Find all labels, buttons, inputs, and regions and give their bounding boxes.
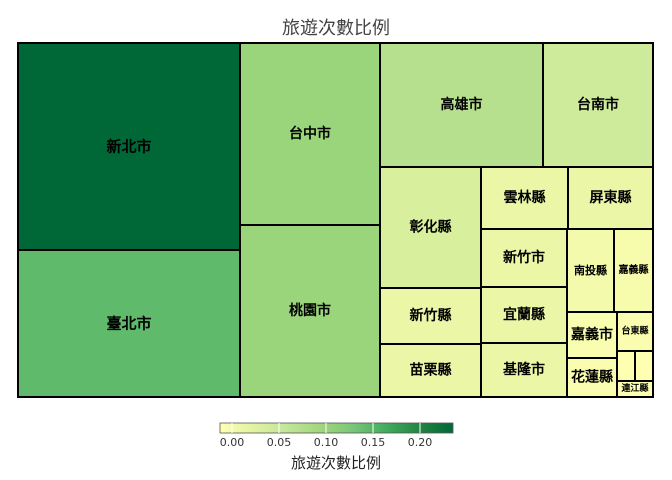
treemap-tile: 嘉義市 xyxy=(566,311,618,359)
treemap-tile: 宜蘭縣 xyxy=(480,286,568,344)
treemap-tile: 花蓮縣 xyxy=(566,357,618,398)
tile-rect xyxy=(566,228,615,313)
tile-label: 桃園市 xyxy=(289,302,331,319)
legend-tick-label: 0.05 xyxy=(267,436,292,449)
treemap-tile: 屏東縣 xyxy=(567,166,654,230)
tile-rect xyxy=(634,350,654,382)
treemap-tile: 新竹縣 xyxy=(379,287,482,345)
tile-label: 台東縣 xyxy=(621,325,648,337)
legend-tick-label: 0.20 xyxy=(408,436,433,449)
tile-rect xyxy=(379,166,482,289)
legend-title: 旅遊次數比例 xyxy=(290,454,381,472)
tile-label: 彰化縣 xyxy=(410,219,452,236)
treemap-tile xyxy=(616,350,636,382)
tile-label: 雲林縣 xyxy=(504,189,546,206)
treemap-border xyxy=(17,42,654,398)
tile-label: 宜蘭縣 xyxy=(503,306,545,323)
tile-rect xyxy=(616,311,654,352)
tile-label: 臺北市 xyxy=(106,315,151,333)
tile-label: 新竹縣 xyxy=(410,307,452,324)
legend-tick-label: 0.10 xyxy=(314,436,339,449)
treemap-tile: 苗栗縣 xyxy=(379,343,482,398)
legend-tick-label: 0.00 xyxy=(220,436,245,449)
tile-rect xyxy=(480,342,568,398)
legend-color-bar xyxy=(219,422,454,434)
tile-rect xyxy=(379,343,482,398)
treemap-tile: 臺北市 xyxy=(17,249,241,398)
tile-label: 花蓮縣 xyxy=(571,369,613,386)
tile-label: 新竹市 xyxy=(503,249,545,266)
tile-label: 連江縣 xyxy=(621,382,648,394)
treemap-tile: 高雄市 xyxy=(379,42,544,168)
tile-rect xyxy=(542,42,654,168)
treemap-tile xyxy=(634,350,654,382)
tile-label: 南投縣 xyxy=(574,263,607,277)
treemap-tile: 嘉義縣 xyxy=(613,228,654,313)
treemap-tile: 基隆市 xyxy=(480,342,568,398)
tile-label: 基隆市 xyxy=(503,361,545,378)
legend-tick-label: 0.15 xyxy=(361,436,386,449)
treemap-tile: 雲林縣 xyxy=(480,166,569,230)
tile-rect xyxy=(616,350,636,382)
treemap-tile: 台東縣 xyxy=(616,311,654,352)
tile-label: 台南市 xyxy=(577,96,619,113)
tile-label: 新北市 xyxy=(106,138,151,156)
treemap-tile: 台中市 xyxy=(239,42,381,226)
chart-title: 旅遊次數比例 xyxy=(282,18,390,39)
tile-label: 高雄市 xyxy=(441,96,483,113)
treemap-tile: 桃園市 xyxy=(239,224,381,398)
tile-label: 嘉義縣 xyxy=(618,263,649,276)
tile-rect xyxy=(379,287,482,345)
tile-label: 苗栗縣 xyxy=(410,362,452,379)
tile-rect xyxy=(566,357,618,398)
treemap-tile: 新竹市 xyxy=(480,228,568,288)
treemap-tile: 連江縣 xyxy=(616,380,654,398)
tile-label: 嘉義市 xyxy=(570,326,613,343)
treemap-tile: 南投縣 xyxy=(566,228,615,313)
treemap-tile: 台南市 xyxy=(542,42,654,168)
treemap-tile: 新北市 xyxy=(17,42,241,251)
tile-label: 台中市 xyxy=(289,125,331,142)
tile-rect xyxy=(567,166,654,230)
tile-rect xyxy=(480,166,569,230)
tile-label: 屏東縣 xyxy=(590,189,632,206)
treemap-tile: 彰化縣 xyxy=(379,166,482,289)
